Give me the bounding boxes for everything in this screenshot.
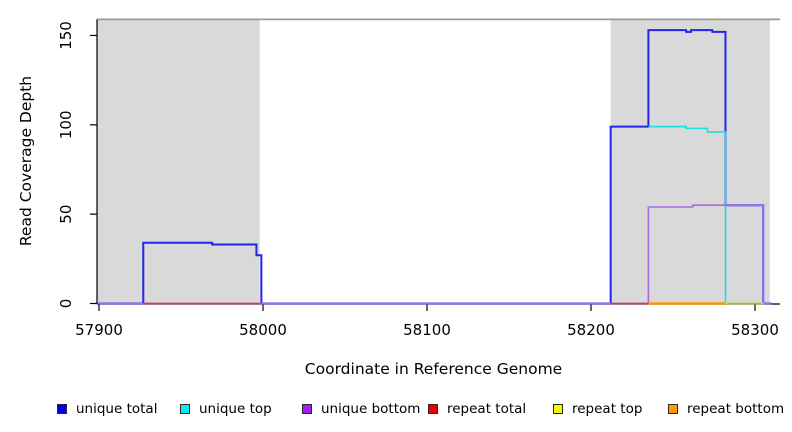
svg-text:0: 0 [57,299,75,309]
svg-text:58000: 58000 [239,321,287,339]
legend-item-unique-bottom: unique bottom [302,397,420,421]
legend-item-repeat-top: repeat top [553,397,642,421]
legend-item-unique-top: unique top [180,397,272,421]
legend: unique total unique top unique bottom re… [0,397,792,423]
legend-label: unique top [199,401,272,417]
svg-text:58200: 58200 [567,321,615,339]
legend-swatch-2 [302,404,312,414]
legend-label: repeat bottom [687,401,785,417]
legend-swatch-0 [57,404,67,414]
legend-label: unique bottom [321,401,421,417]
svg-text:57900: 57900 [75,321,123,339]
legend-label: unique total [76,401,158,417]
svg-text:Read Coverage Depth: Read Coverage Depth [17,76,35,246]
svg-text:50: 50 [57,205,75,224]
legend-label: repeat total [447,401,527,417]
svg-text:150: 150 [57,21,75,50]
svg-text:58300: 58300 [731,321,779,339]
legend-swatch-4 [553,404,563,414]
svg-text:100: 100 [57,110,75,139]
legend-item-repeat-total: repeat total [428,397,526,421]
coverage-plot: 0 50 100 150 57900 58000 58100 58200 58300 Coordi… [17,18,780,378]
legend-swatch-5 [668,404,678,414]
svg-text:58100: 58100 [403,321,451,339]
legend-item-unique-total: unique total [57,397,157,421]
legend-label: repeat top [572,401,643,417]
svg-text:Coordinate in Reference Genome: Coordinate in Reference Genome [305,360,562,378]
legend-swatch-3 [428,404,438,414]
legend-item-repeat-bottom: repeat bottom [668,397,784,421]
legend-swatch-1 [180,404,190,414]
